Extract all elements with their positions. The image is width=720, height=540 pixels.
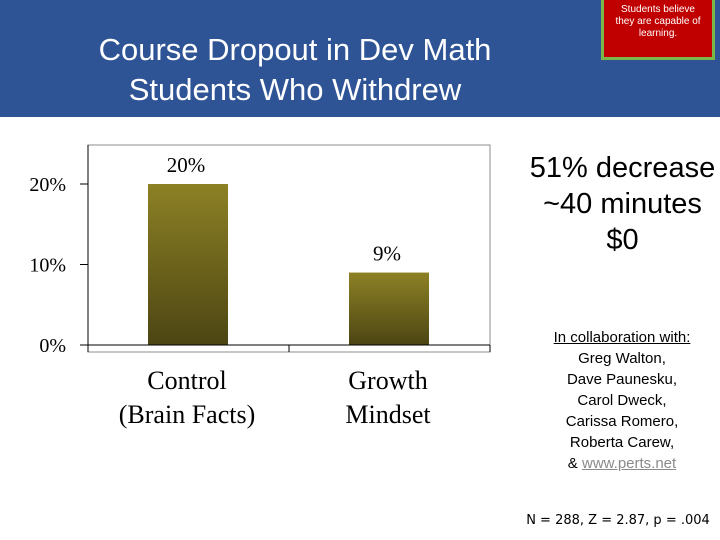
chart-title-line-1: Course Dropout in Dev Math — [98, 32, 492, 67]
y-tick-label: 0% — [39, 335, 66, 357]
collaborator-name: Carol Dweck, — [577, 392, 667, 409]
y-axis: 0% 10% 20% — [29, 145, 89, 357]
title-banner: Course Dropout in Dev Math Students Who … — [0, 0, 720, 117]
bar-chart: 0% 10% 20% 20% 9% Control (Brain Facts) Growt… — [29, 144, 491, 429]
ampersand: & — [567, 455, 582, 472]
x-category-label: (Brain Facts) — [119, 400, 255, 429]
time-cost: ~40 minutes — [543, 188, 702, 220]
callout-line: Students believe — [621, 4, 695, 15]
y-tick-label: 10% — [29, 255, 66, 277]
data-labels: 20% 9% — [167, 153, 401, 266]
collaborator-last: & www.perts.net — [522, 453, 720, 474]
results-summary: 51% decrease ~40 minutes $0 — [500, 150, 720, 258]
x-axis: Control (Brain Facts) Growth Mindset — [87, 344, 491, 429]
collaboration-heading: In collaboration with: — [553, 329, 691, 346]
callout-box: Students believe they are capable of lea… — [601, 0, 715, 60]
x-category-label: Control — [147, 366, 226, 395]
collaborator-name: Roberta Carew, — [569, 434, 675, 451]
bars — [148, 184, 429, 345]
bar — [349, 272, 429, 345]
statistics-line: N = 288, Z = 2.87, p = .004 — [526, 513, 710, 528]
x-category-label: Growth — [348, 366, 427, 395]
x-category-label: Mindset — [345, 400, 431, 429]
bar-value-label: 9% — [373, 242, 401, 266]
dropout-decrease: 51% decrease — [529, 152, 716, 184]
y-tick-label: 20% — [29, 174, 66, 196]
perts-link[interactable]: www.perts.net — [581, 455, 677, 472]
collaborator-name: Dave Paunesku, — [566, 371, 678, 388]
callout-line: learning. — [638, 28, 678, 39]
chart-title-line-2: Students Who Withdrew — [128, 72, 462, 107]
callout-line: they are capable of — [615, 16, 701, 27]
collaborator-name: Carissa Romero, — [565, 413, 679, 430]
bar-value-label: 20% — [167, 153, 206, 177]
money-cost: $0 — [606, 224, 639, 256]
collaborators: In collaboration with: Greg Walton, Dave… — [522, 327, 720, 474]
bar — [148, 184, 228, 345]
collaborator-name: Greg Walton, — [578, 350, 666, 367]
